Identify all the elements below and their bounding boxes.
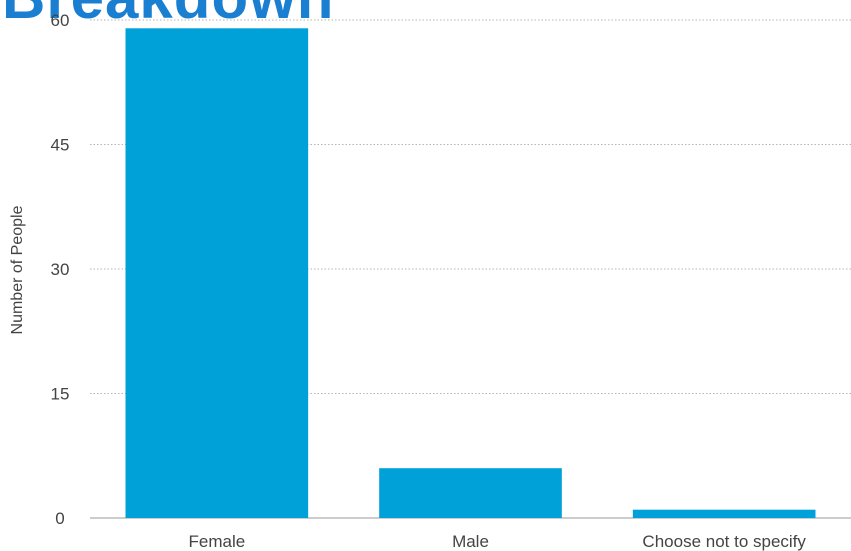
y-tick-label: 30 (51, 260, 70, 279)
category-label: Choose not to specify (642, 532, 806, 551)
y-tick-label: 60 (51, 11, 70, 30)
category-label: Female (188, 532, 245, 551)
y-tick-label: 0 (55, 509, 64, 528)
y-axis-label: Number of People (9, 205, 26, 334)
y-tick-labels: 0 15 30 45 60 (51, 11, 70, 528)
category-label: Male (452, 532, 489, 551)
y-tick-label: 45 (51, 136, 70, 155)
bar-male (379, 468, 562, 518)
category-labels: Female Male Choose not to specify (188, 532, 806, 551)
bar-choose-not-to-specify (632, 509, 816, 518)
chart-title: Breakdown (2, 0, 334, 32)
y-tick-label: 15 (51, 385, 70, 404)
bars (125, 28, 816, 519)
bar-female (125, 28, 309, 519)
